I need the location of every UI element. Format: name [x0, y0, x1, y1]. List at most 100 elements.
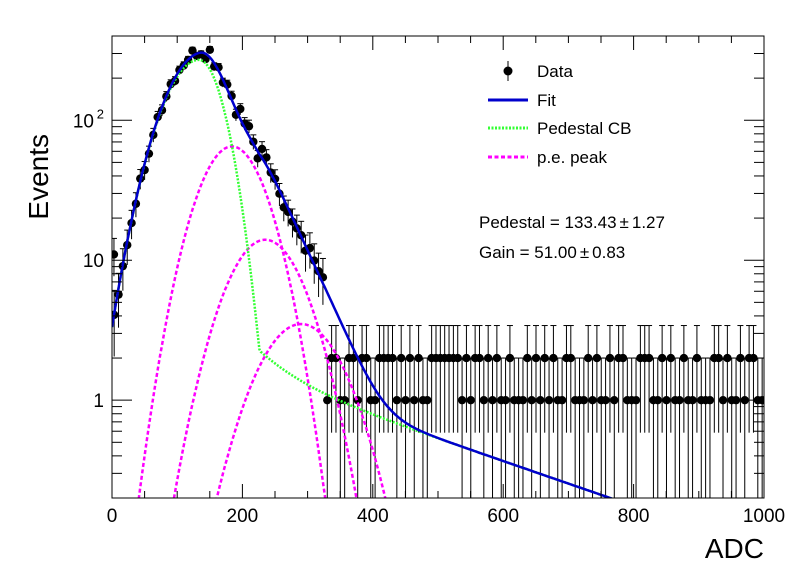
data-point — [462, 325, 471, 433]
data-point — [540, 325, 549, 433]
data-point — [423, 357, 432, 498]
data-point — [749, 325, 758, 433]
legend-marker-data — [503, 66, 513, 76]
y-axis-title: Events — [23, 134, 54, 220]
data-point — [336, 357, 345, 498]
data-point — [557, 357, 567, 498]
data-point — [370, 357, 380, 498]
data-point — [636, 325, 645, 433]
data-point — [205, 45, 215, 55]
data-point — [501, 357, 510, 498]
data-point — [688, 357, 697, 498]
pe-peak-2-curve — [172, 238, 358, 498]
legend-label-fit: Fit — [537, 91, 556, 110]
x-tick-label: 200 — [227, 506, 259, 527]
data-point — [666, 325, 676, 433]
legend-entry-pedestal: Pedestal CB — [488, 119, 632, 138]
x-tick-label: 800 — [618, 506, 650, 527]
data-point — [684, 357, 693, 498]
data-point — [362, 325, 371, 433]
data-point — [510, 357, 519, 498]
data-point — [340, 357, 349, 498]
legend-label-pedestal: Pedestal CB — [537, 119, 632, 138]
data-point — [436, 325, 445, 433]
data-point — [505, 325, 515, 433]
data-point — [549, 325, 558, 433]
pe-peak-3-curve — [215, 322, 387, 498]
data-point — [531, 325, 541, 433]
data-point — [670, 357, 680, 498]
legend-entry-data: Data — [503, 61, 573, 81]
legend-label-pe: p.e. peak — [537, 148, 607, 167]
fit-annotation: Pedestal = 133.43 ±1.27 Gain = 51.00 ±0.83 — [479, 213, 665, 262]
data-point — [718, 357, 728, 498]
legend-label-data: Data — [537, 62, 573, 81]
data-point — [536, 357, 545, 498]
data-point — [644, 325, 654, 433]
data-points — [112, 45, 764, 498]
y-tick-label: 10 — [73, 111, 94, 132]
data-point — [570, 357, 580, 498]
data-point — [497, 357, 506, 498]
data-point — [710, 325, 719, 433]
data-point — [605, 325, 615, 433]
data-point — [236, 103, 245, 115]
data-point — [623, 357, 632, 498]
data-point — [705, 357, 715, 498]
data-point — [640, 325, 649, 433]
data-point — [566, 325, 576, 433]
data-point — [457, 357, 467, 498]
fit-curve — [112, 51, 615, 498]
data-point — [488, 357, 497, 498]
data-point — [527, 357, 536, 498]
x-tick-label: 600 — [487, 506, 519, 527]
data-point — [427, 325, 436, 433]
data-point — [692, 325, 702, 433]
data-point — [418, 357, 428, 498]
data-point — [562, 325, 571, 433]
data-point — [449, 325, 458, 433]
data-point — [479, 357, 489, 498]
pedestal-annotation: Pedestal = 133.43 ±1.27 — [479, 213, 665, 232]
legend-entry-pe: p.e. peak — [488, 148, 607, 167]
data-point — [753, 357, 763, 498]
data-point — [592, 325, 602, 433]
data-point — [679, 325, 689, 433]
data-point — [697, 357, 706, 498]
data-point — [444, 325, 454, 433]
data-point — [466, 357, 475, 498]
data-point — [649, 357, 658, 498]
data-point — [244, 119, 254, 133]
data-point — [323, 357, 332, 498]
data-point — [579, 357, 589, 498]
data-point — [744, 325, 754, 433]
data-point — [388, 325, 397, 433]
x-tick-label: 400 — [357, 506, 389, 527]
data-point — [396, 325, 406, 433]
x-axis-title: ADC — [705, 533, 764, 564]
data-point — [514, 357, 523, 498]
y-tick-exponent: 2 — [97, 106, 104, 121]
data-point — [440, 325, 449, 433]
y-tick-label: 10 — [83, 251, 104, 272]
data-point — [392, 357, 402, 498]
data-point — [353, 357, 362, 498]
data-point — [731, 357, 741, 498]
data-point — [601, 357, 610, 498]
data-point — [657, 325, 667, 433]
pedestal-curve — [112, 58, 615, 498]
data-point — [405, 325, 415, 433]
y-tick-label: 1 — [93, 391, 104, 412]
data-point — [736, 325, 745, 433]
data-point — [740, 357, 749, 498]
legend: Data Fit Pedestal CB p.e. peak — [488, 61, 632, 167]
data-point — [653, 357, 662, 498]
data-point — [675, 357, 684, 498]
data-point — [614, 325, 623, 433]
data-point — [414, 325, 423, 433]
data-point — [575, 357, 584, 498]
data-point — [401, 357, 410, 498]
data-point — [383, 325, 393, 433]
data-point — [431, 325, 441, 433]
